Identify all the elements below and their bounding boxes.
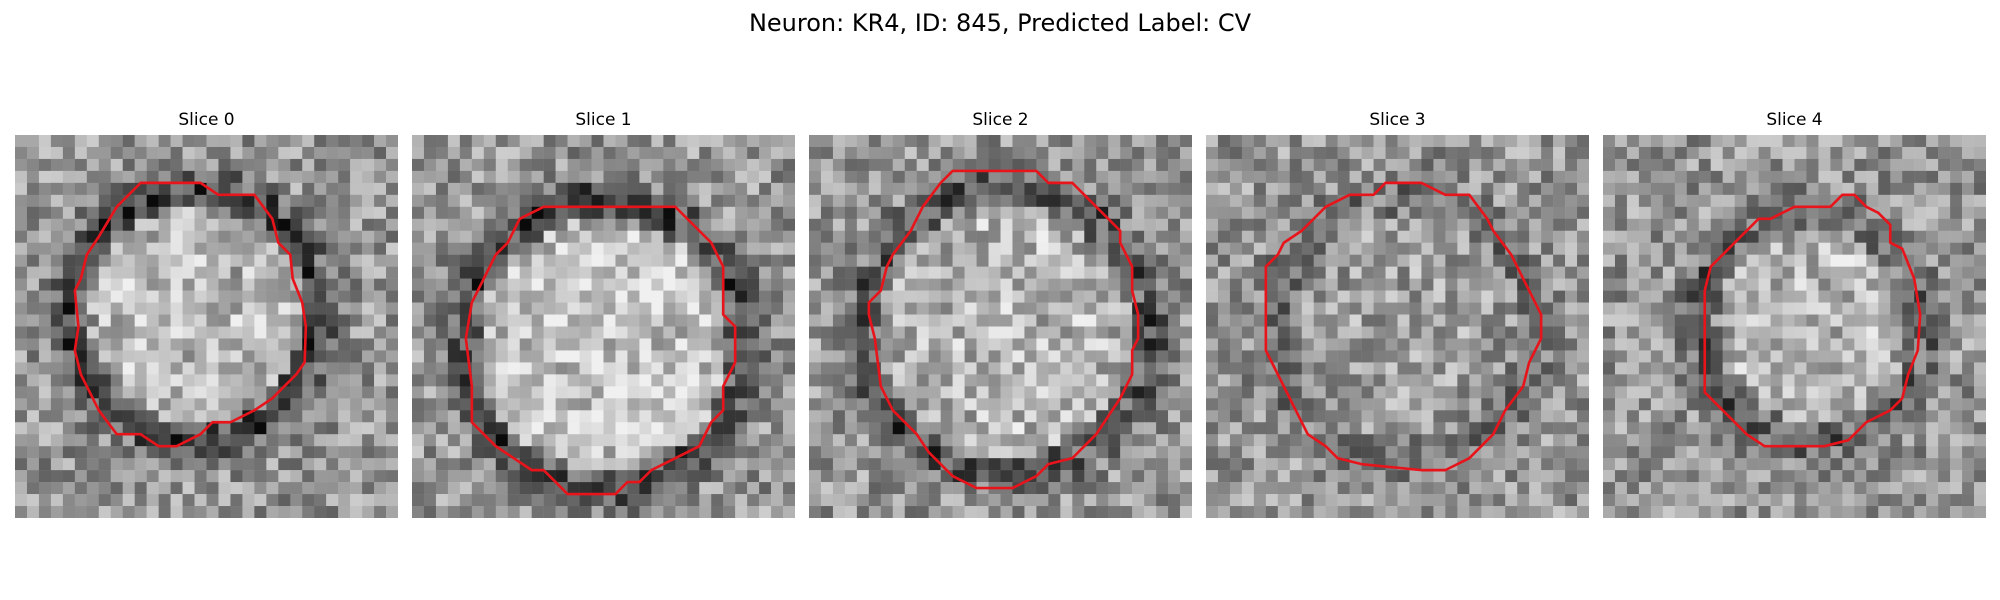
slice-image-2 — [809, 135, 1192, 518]
slice-title-4: Slice 4 — [1766, 110, 1823, 130]
slice-panel-4: Slice 4 — [1603, 108, 1986, 520]
contour-outline — [1264, 181, 1543, 472]
slice-panel-3: Slice 3 — [1206, 108, 1589, 520]
grayscale-pixels — [1603, 135, 1986, 518]
slice-title-0: Slice 0 — [178, 110, 235, 130]
slice-panel-0: Slice 0 — [15, 108, 398, 520]
grayscale-pixels — [809, 135, 1192, 518]
slice-panel-2: Slice 2 — [809, 108, 1192, 520]
slice-image-1 — [412, 135, 795, 518]
figure-title: Neuron: KR4, ID: 845, Predicted Label: C… — [748, 9, 1252, 37]
slice-title-3: Slice 3 — [1369, 110, 1426, 130]
contour-outline — [73, 181, 308, 448]
slice-panel-1: Slice 1 — [412, 108, 795, 520]
grayscale-pixels — [412, 135, 795, 518]
contour-outline — [867, 169, 1140, 490]
grayscale-pixels — [1206, 135, 1589, 518]
grayscale-pixels — [15, 135, 398, 518]
slice-title-1: Slice 1 — [575, 110, 632, 130]
contour-outline — [1703, 193, 1922, 448]
slice-image-0 — [15, 135, 398, 518]
slice-title-2: Slice 2 — [972, 110, 1029, 130]
slice-image-3 — [1206, 135, 1589, 518]
contour-outline — [464, 205, 737, 496]
slice-image-4 — [1603, 135, 1986, 518]
